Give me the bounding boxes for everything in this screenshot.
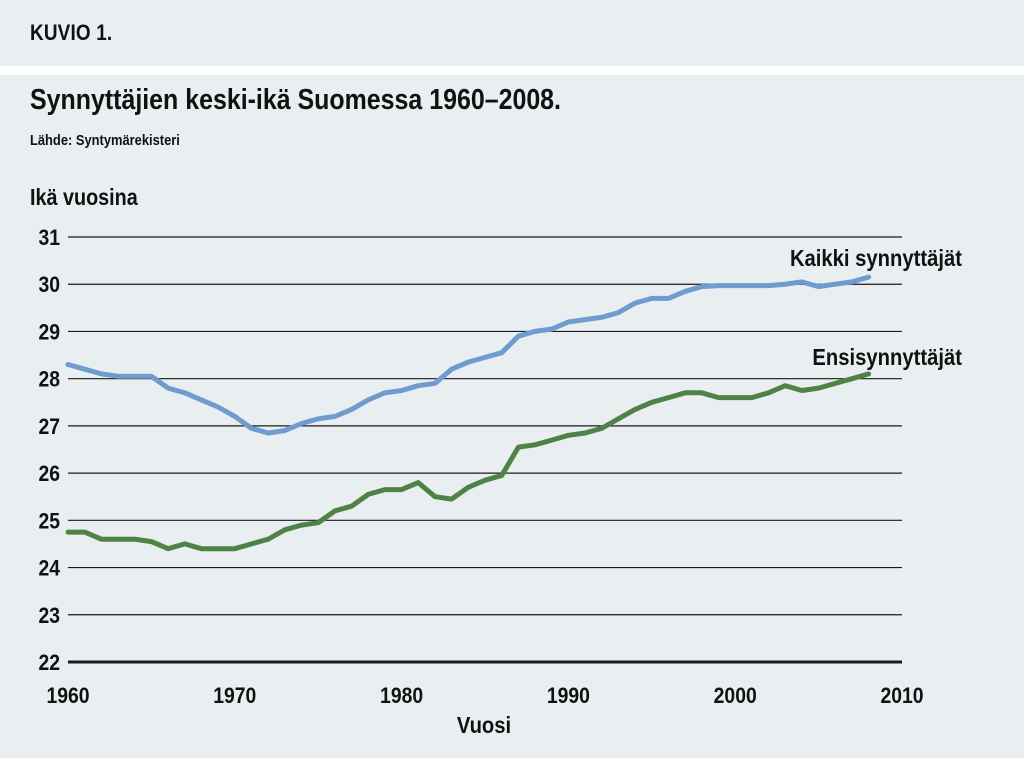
series-label-all-mothers: Kaikki synnyttäjät [790,245,962,272]
y-tick-label: 29 [38,320,60,344]
series-line-first-time-mothers [68,374,869,549]
y-tick-label: 22 [38,651,60,675]
x-tick-labels: 1960 1970 1980 1990 2000 2010 [46,684,923,708]
grid-lines [68,237,902,662]
x-tick-label: 2000 [714,684,757,708]
y-tick-label: 25 [38,509,60,533]
x-tick-label: 1960 [46,684,89,708]
y-tick-label: 27 [38,415,60,439]
y-tick-label: 30 [38,273,60,297]
y-tick-label: 23 [38,604,60,628]
y-tick-label: 26 [38,462,60,486]
series-lines [68,277,869,549]
x-tick-label: 1970 [213,684,256,708]
x-tick-label: 2010 [880,684,923,708]
x-tick-label: 1980 [380,684,423,708]
y-tick-label: 28 [38,368,60,392]
series-labels: Kaikki synnyttäjät Ensisynnyttäjät [790,245,962,371]
x-axis-title: Vuosi [457,712,511,739]
series-label-first-time-mothers: Ensisynnyttäjät [812,344,962,371]
line-chart: 22 23 24 25 26 27 28 29 30 31 1960 1970 1980 1990 200… [0,0,1024,758]
y-tick-labels: 22 23 24 25 26 27 28 29 30 31 [38,226,60,675]
y-tick-label: 24 [38,556,60,580]
x-tick-label: 1990 [547,684,590,708]
y-tick-label: 31 [38,226,60,250]
series-line-all-mothers [68,277,869,433]
